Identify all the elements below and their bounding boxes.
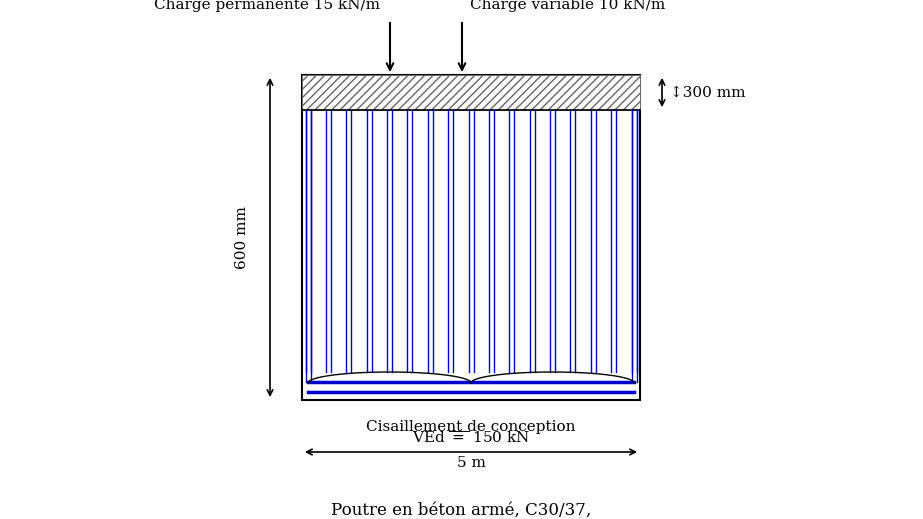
Bar [302,75,640,400]
Text: 5 m: 5 m [457,456,485,470]
Bar [302,75,640,110]
Text: Charge permanente 15 kN/m: Charge permanente 15 kN/m [154,0,380,12]
Text: 600 mm: 600 mm [235,206,249,269]
Text: Poutre en béton armé, C30/37,: Poutre en béton armé, C30/37, [331,502,592,519]
Text: Charge variable 10 kN/m: Charge variable 10 kN/m [470,0,665,12]
Text: Cisaillement de conception: Cisaillement de conception [366,420,576,434]
Text: ↕300 mm: ↕300 mm [670,86,746,100]
Text: VEd $\overline{=}$ 150 kN: VEd $\overline{=}$ 150 kN [412,430,530,446]
